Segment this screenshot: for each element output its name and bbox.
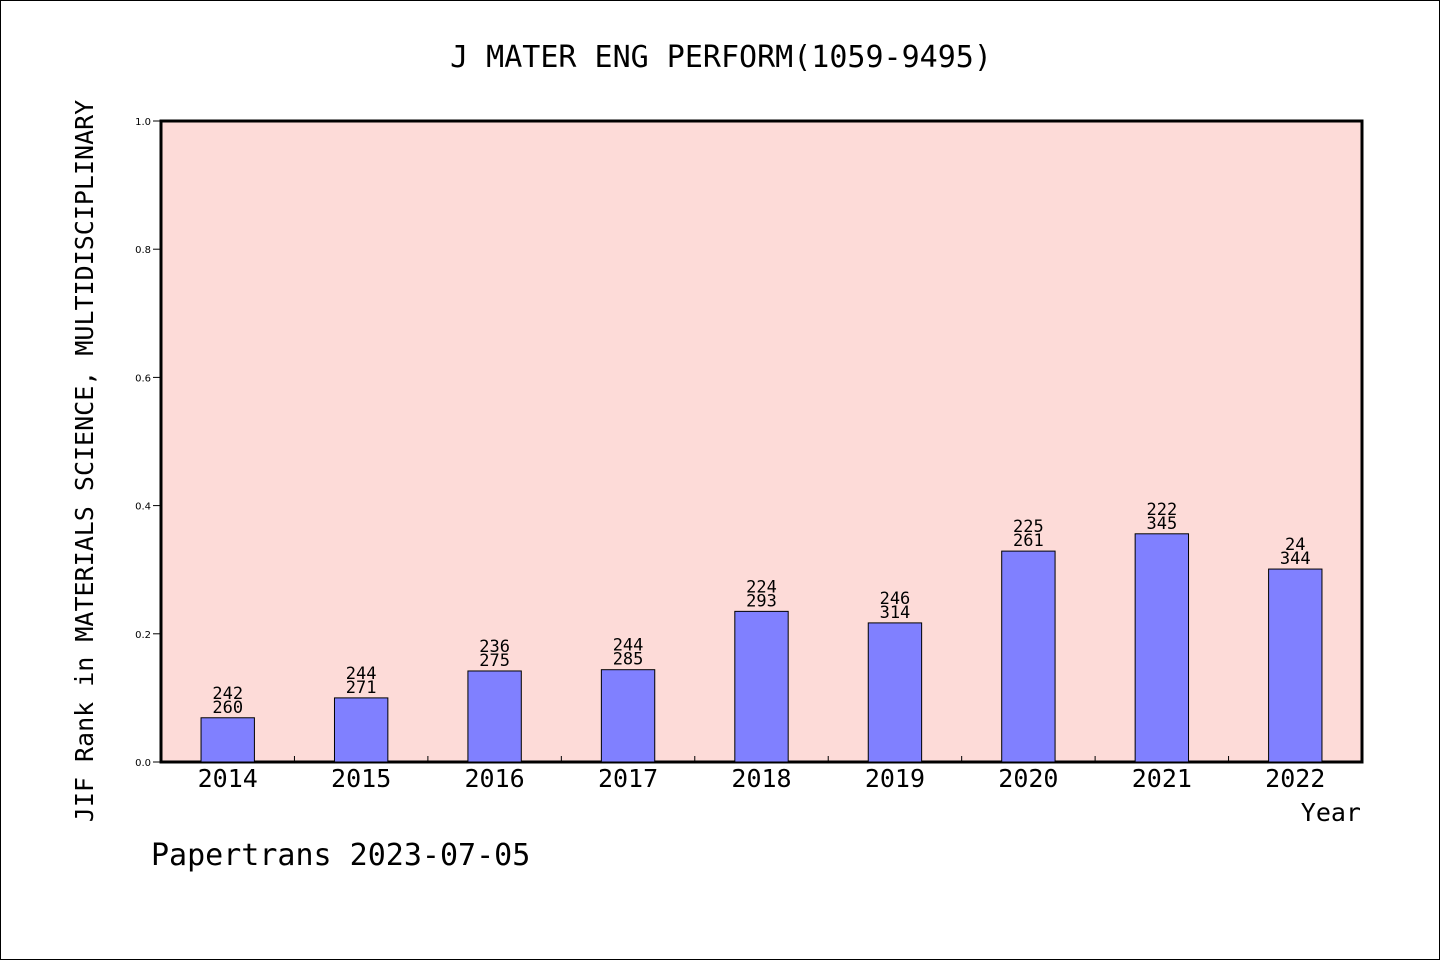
data-label-rank: 246 xyxy=(880,589,911,609)
data-label-total: 314 xyxy=(880,603,911,623)
data-label-rank: 242 xyxy=(212,684,243,704)
data-label-rank: 244 xyxy=(346,664,377,684)
bar-2022 xyxy=(1268,568,1323,763)
data-label-rank: 244 xyxy=(613,636,644,656)
bar-2016 xyxy=(467,670,522,763)
x-tick-label: 2021 xyxy=(1132,764,1192,793)
y-axis-label: JIF Rank in MATERIALS SCIENCE, MULTIDISC… xyxy=(70,100,99,822)
x-tick-label: 2017 xyxy=(598,764,658,793)
bar-2017 xyxy=(600,669,656,763)
data-label-rank: 225 xyxy=(1013,517,1044,537)
data-label-rank: 24 xyxy=(1285,535,1305,555)
bar-2014 xyxy=(200,717,255,763)
y-tick-label: 0.2 xyxy=(135,630,151,641)
bar-2021 xyxy=(1134,533,1190,763)
y-tick-label: 0.4 xyxy=(135,502,151,513)
x-tick-label: 2015 xyxy=(331,764,391,793)
data-label-total: 345 xyxy=(1146,514,1177,534)
data-label-total: 261 xyxy=(1013,531,1044,551)
data-label-total: 285 xyxy=(613,650,644,670)
x-tick-label: 2018 xyxy=(731,764,791,793)
x-tick-label: 2022 xyxy=(1265,764,1325,793)
data-label-total: 293 xyxy=(746,591,777,611)
chart-title: J MATER ENG PERFORM(1059-9495) xyxy=(450,40,992,75)
bar-2015 xyxy=(333,697,389,763)
data-label-total: 260 xyxy=(212,698,243,718)
y-axis-ticks: 0.0 0.2 0.4 0.6 0.8 1.0 xyxy=(135,117,161,769)
bar-2018 xyxy=(734,610,789,763)
bar-2019 xyxy=(867,622,923,763)
x-tick-label: 2014 xyxy=(198,764,258,793)
data-label-rank: 224 xyxy=(746,577,777,597)
bars-group xyxy=(200,533,1323,763)
y-tick-label: 0.8 xyxy=(135,245,151,256)
x-tick-label: 2016 xyxy=(465,764,525,793)
y-tick-label: 0.0 xyxy=(135,758,151,769)
data-label-total: 271 xyxy=(346,678,377,698)
data-label-total: 344 xyxy=(1280,549,1311,569)
y-tick-label: 1.0 xyxy=(135,117,151,128)
x-tick-label: 2019 xyxy=(865,764,925,793)
data-label-rank: 236 xyxy=(479,637,510,657)
bar-2020 xyxy=(1001,550,1056,763)
y-tick-label: 0.6 xyxy=(135,373,151,384)
data-label-rank: 222 xyxy=(1146,500,1177,520)
x-axis-ticks: 2014 2015 2016 2017 2018 2019 2020 2021 2022 xyxy=(198,756,1325,793)
x-axis-label: Year xyxy=(1301,798,1361,827)
data-label-total: 275 xyxy=(479,651,510,671)
footer-stamp: Papertrans 2023-07-05 xyxy=(151,838,530,873)
x-tick-label: 2020 xyxy=(998,764,1058,793)
